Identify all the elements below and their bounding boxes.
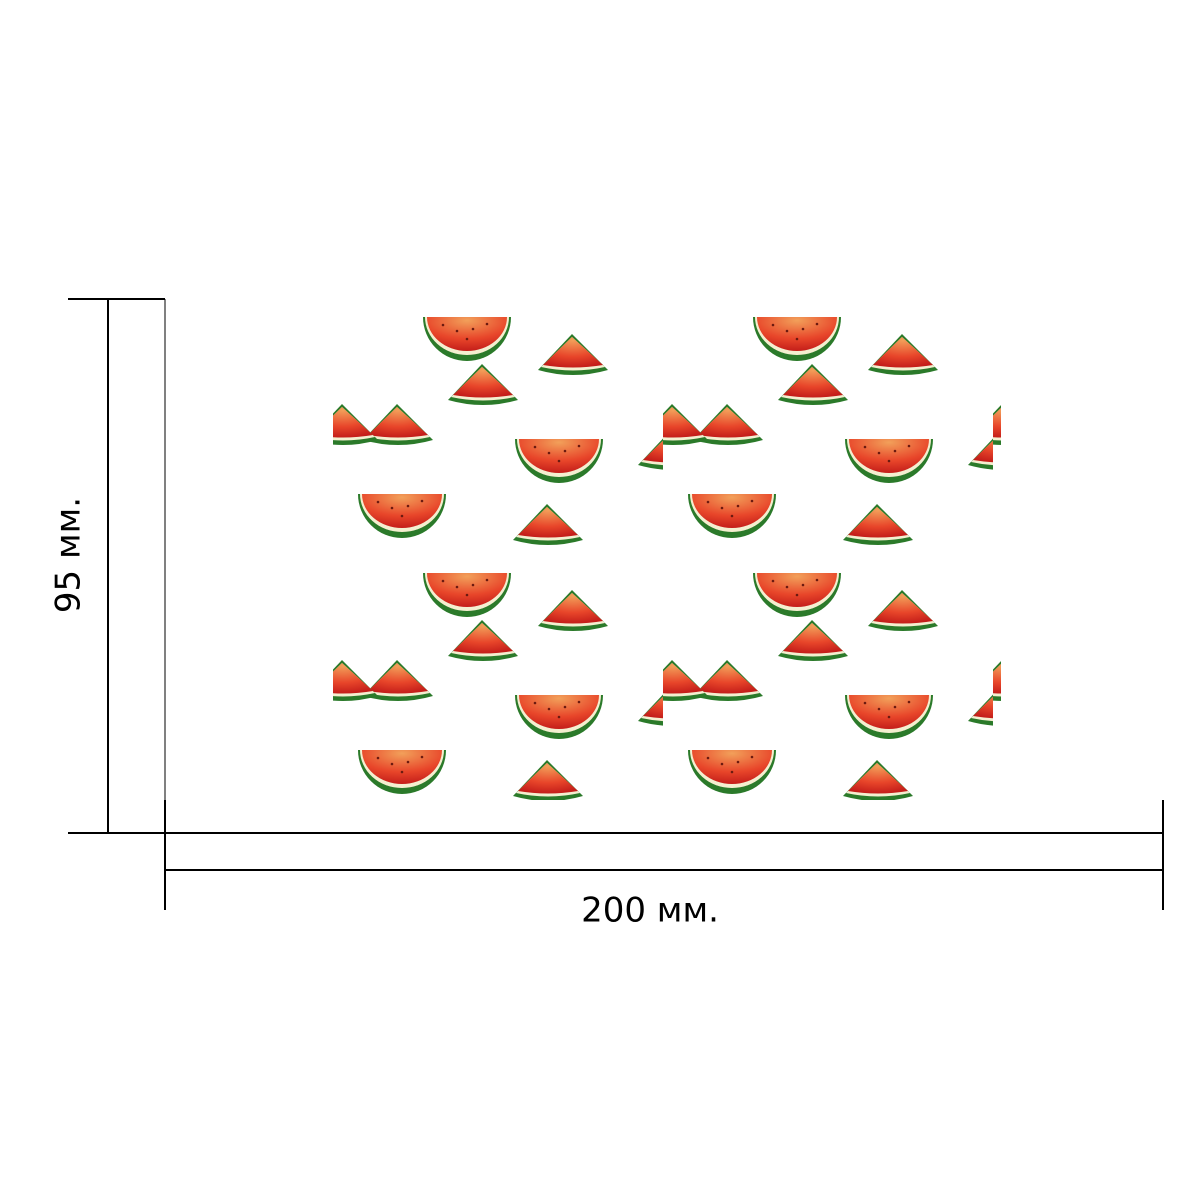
width-dimension xyxy=(164,800,1164,910)
pattern-print xyxy=(333,299,1001,800)
height-dimension xyxy=(68,298,166,834)
height-label: 95 мм. xyxy=(49,497,89,613)
width-label: 200 мм. xyxy=(581,891,719,931)
